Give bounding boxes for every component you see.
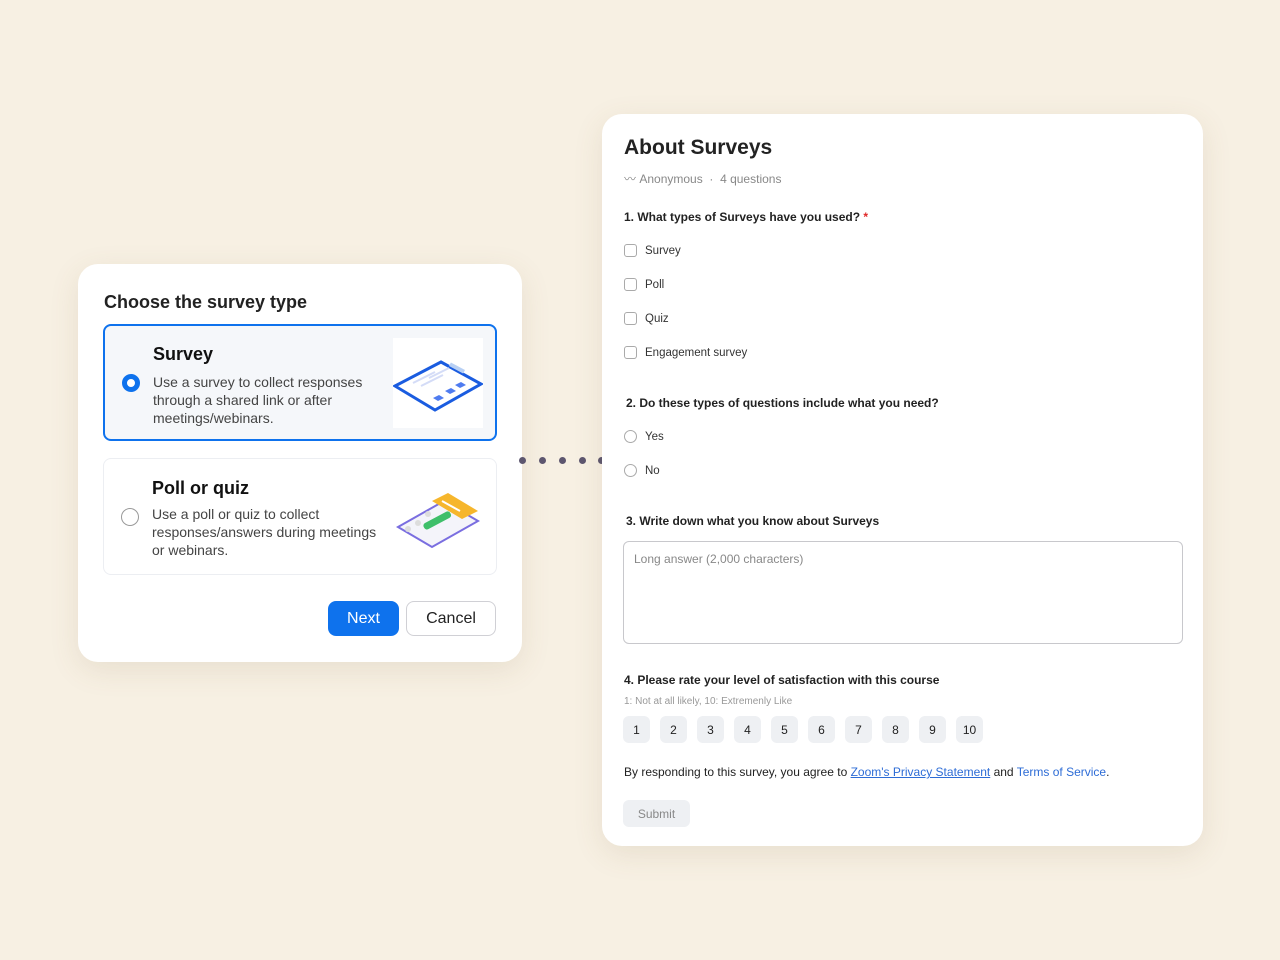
submit-button[interactable]: Submit [623,800,690,827]
option-title: Survey [153,344,214,364]
survey-radio[interactable] [122,374,140,392]
radio[interactable] [624,464,637,477]
connector-dot [539,457,546,464]
rating-9[interactable]: 9 [919,716,946,743]
scale-hint: 1: Not at all likely, 10: Extremenly Lik… [624,696,793,707]
connector-dot [519,457,526,464]
rating-10[interactable]: 10 [956,716,983,743]
rating-2[interactable]: 2 [660,716,687,743]
option-label: Quiz [645,312,669,325]
question-label: 1. What types of Surveys have you used? [624,210,861,224]
rating-6[interactable]: 6 [808,716,835,743]
required-marker: * [863,210,869,224]
survey-form: About Surveys 〰 Anonymous · 4 questions … [602,114,1203,846]
long-answer-textarea[interactable]: Long answer (2,000 characters) [623,541,1183,644]
connector-dot [579,457,586,464]
option-label: Engagement survey [645,346,748,359]
rating-7[interactable]: 7 [845,716,872,743]
consent-suffix: . [1106,765,1110,779]
checkbox-quiz[interactable]: Quiz [624,312,669,325]
form-meta: 〰 Anonymous · 4 questions [624,170,781,187]
checkbox[interactable] [624,278,637,291]
option-survey[interactable]: Survey Use a survey to collect responses… [103,324,497,441]
poll-quiz-radio[interactable] [121,508,139,526]
radio[interactable] [624,430,637,443]
terms-of-service-link[interactable]: Terms of Service [1016,765,1107,779]
connector-dot [559,457,566,464]
question-4: 4. Please rate your level of satisfactio… [624,673,940,687]
consent-text: By responding to this survey, you agree … [624,765,1109,779]
rating-5[interactable]: 5 [771,716,798,743]
option-label: Survey [645,244,681,257]
rating-1[interactable]: 1 [623,716,650,743]
option-label: Poll [645,278,665,291]
survey-type-dialog: Choose the survey type Survey Use a surv… [78,264,522,662]
question-3: 3. Write down what you know about Survey… [626,514,880,528]
rating-3[interactable]: 3 [697,716,724,743]
clipboard-illustration-icon [391,338,485,428]
checkbox[interactable] [624,244,637,257]
dialog-title: Choose the survey type [104,292,308,312]
question-1: 1. What types of Surveys have you used? … [624,210,868,224]
checkbox[interactable] [624,312,637,325]
privacy-statement-link[interactable]: Zoom's Privacy Statement [850,765,991,779]
consent-and: and [990,765,1017,779]
option-description: Use a survey to collect responses throug… [153,374,363,426]
checkbox[interactable] [624,346,637,359]
checkbox-survey[interactable]: Survey [624,244,681,257]
cancel-button[interactable]: Cancel [406,601,496,636]
option-poll-quiz[interactable]: Poll or quiz Use a poll or quiz to colle… [103,458,497,575]
rating-scale: 1 2 3 4 5 6 7 8 9 10 [623,716,983,743]
option-description: Use a poll or quiz to collect responses/… [152,506,377,558]
radio-no[interactable]: No [624,464,660,477]
radio-yes[interactable]: Yes [624,430,664,443]
question-count: 4 questions [720,172,782,186]
form-title: About Surveys [624,136,773,159]
eye-closed-icon: 〰 [624,172,637,186]
option-label: No [645,464,660,477]
question-2: 2. Do these types of questions include w… [626,396,939,410]
connector-dot [598,457,605,464]
option-title: Poll or quiz [152,478,249,498]
option-label: Yes [645,430,664,443]
rating-8[interactable]: 8 [882,716,909,743]
anonymous-label: Anonymous [639,172,703,186]
rating-4[interactable]: 4 [734,716,761,743]
next-button[interactable]: Next [328,601,399,636]
checkbox-poll[interactable]: Poll [624,278,664,291]
separator: · [709,172,714,186]
consent-prefix: By responding to this survey, you agree … [624,765,851,779]
checkbox-engagement-survey[interactable]: Engagement survey [624,346,747,359]
quiz-illustration-icon [394,477,484,567]
